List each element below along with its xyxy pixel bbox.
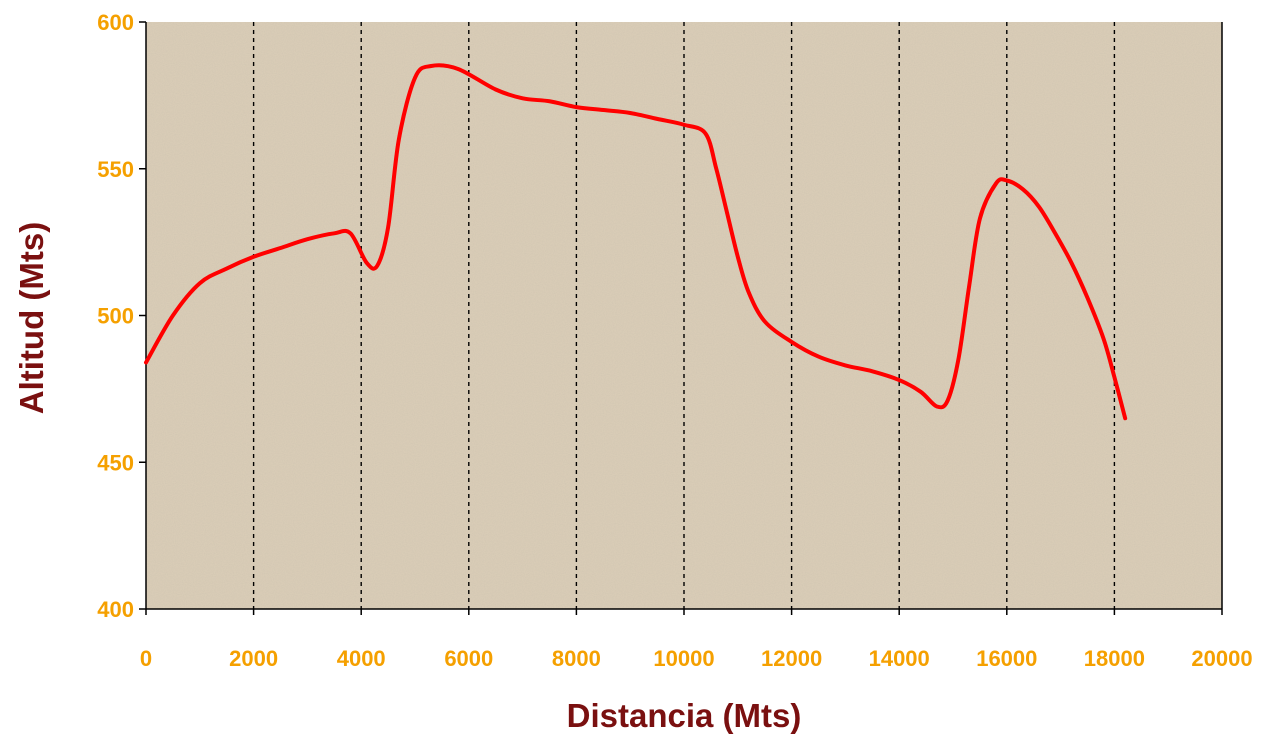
- x-tick-label-8000: 8000: [552, 646, 601, 671]
- x-tick-label-4000: 4000: [337, 646, 386, 671]
- y-axis-title: Altitud (Mts): [13, 222, 50, 414]
- x-tick-label-2000: 2000: [229, 646, 278, 671]
- vertical-gridlines: [252, 22, 1116, 609]
- x-tick-label-16000: 16000: [976, 646, 1037, 671]
- x-tick-label-6000: 6000: [444, 646, 493, 671]
- x-tick-labels: 0 2000 4000 6000 8000 10000 12000 14000 16000 180…: [140, 646, 1253, 671]
- y-tick-label-450: 450: [97, 450, 134, 475]
- x-tick-label-20000: 20000: [1191, 646, 1252, 671]
- x-tick-label-14000: 14000: [869, 646, 930, 671]
- series-layer: [144, 63, 1128, 421]
- y-tick-label-500: 500: [97, 304, 134, 329]
- altitude-series-line-0: [144, 63, 1128, 421]
- y-tick-labels: 400 450 500 550 600: [97, 10, 134, 622]
- y-tick-label-400: 400: [97, 597, 134, 622]
- x-tick-label-12000: 12000: [761, 646, 822, 671]
- y-tick-label-600: 600: [97, 10, 134, 35]
- y-tick-label-550: 550: [97, 157, 134, 182]
- axes: [139, 21, 1223, 615]
- x-tick-label-18000: 18000: [1084, 646, 1145, 671]
- x-tick-label-10000: 10000: [653, 646, 714, 671]
- x-tick-label-0: 0: [140, 646, 152, 671]
- x-axis-title: Distancia (Mts): [567, 697, 802, 734]
